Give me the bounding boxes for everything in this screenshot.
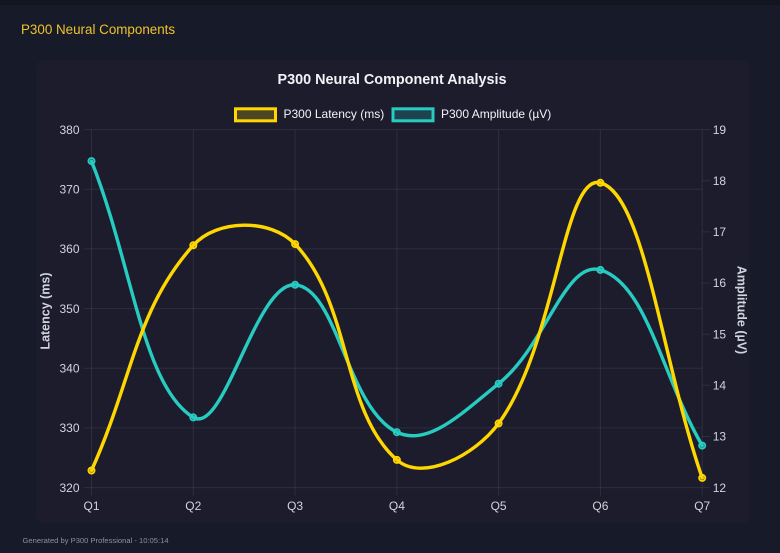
svg-text:12: 12 <box>713 481 727 495</box>
svg-text:15: 15 <box>713 327 727 341</box>
svg-text:Amplitude (µV): Amplitude (µV) <box>735 266 749 354</box>
svg-text:P300 Amplitude (µV): P300 Amplitude (µV) <box>441 107 551 121</box>
svg-text:13: 13 <box>713 430 727 444</box>
svg-text:16: 16 <box>713 276 727 290</box>
svg-text:P300 Latency (ms): P300 Latency (ms) <box>284 107 385 121</box>
svg-text:Q4: Q4 <box>389 499 405 513</box>
svg-text:Q2: Q2 <box>185 499 201 513</box>
svg-text:Q3: Q3 <box>287 499 303 513</box>
svg-text:Q1: Q1 <box>83 499 99 513</box>
svg-text:Q7: Q7 <box>694 499 710 513</box>
svg-text:380: 380 <box>59 123 79 137</box>
svg-text:P300 Neural Components: P300 Neural Components <box>21 22 175 37</box>
svg-text:14: 14 <box>713 379 727 393</box>
svg-text:350: 350 <box>59 302 79 316</box>
svg-text:17: 17 <box>713 225 727 239</box>
svg-text:Q5: Q5 <box>491 499 507 513</box>
svg-text:Generated by P300 Professional: Generated by P300 Professional - 10:05:1… <box>23 536 169 545</box>
svg-text:19: 19 <box>713 123 727 137</box>
svg-text:P300 Neural Component Analysis: P300 Neural Component Analysis <box>278 72 507 88</box>
svg-text:Q6: Q6 <box>592 499 608 513</box>
svg-text:340: 340 <box>59 362 79 376</box>
svg-text:330: 330 <box>59 421 79 435</box>
svg-text:18: 18 <box>713 174 727 188</box>
svg-text:Latency (ms): Latency (ms) <box>38 272 52 349</box>
svg-text:370: 370 <box>59 183 79 197</box>
svg-text:360: 360 <box>59 242 79 256</box>
svg-text:320: 320 <box>59 481 79 495</box>
